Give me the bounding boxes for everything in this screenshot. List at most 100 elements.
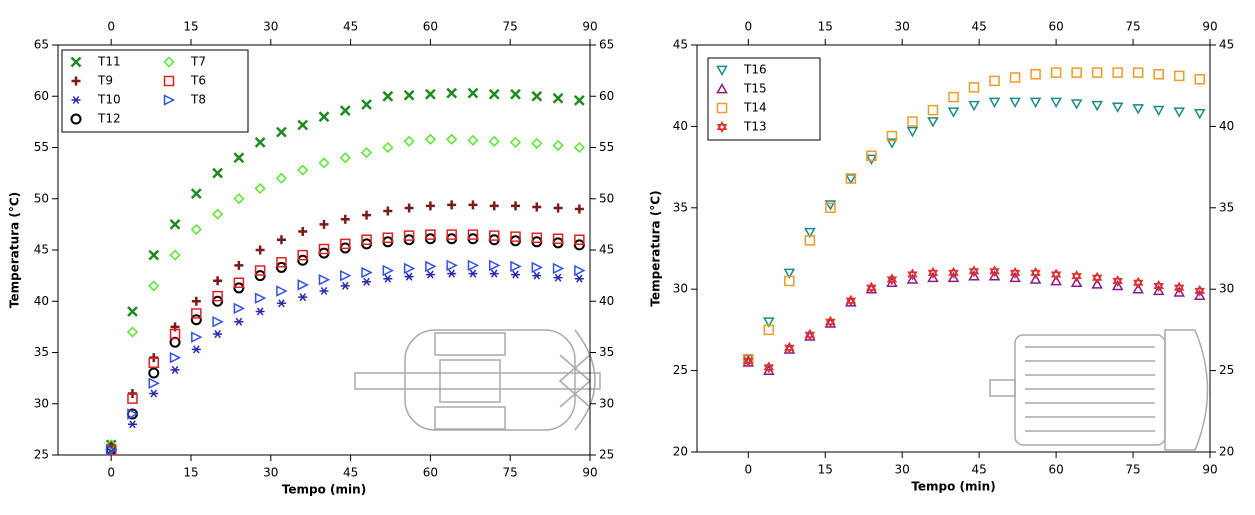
y-tick-label-right: 45 [599,243,614,257]
marker [467,259,480,272]
marker [574,274,584,283]
marker [105,439,117,451]
marker [763,361,775,374]
y-tick-label-right: 35 [599,345,614,359]
marker [190,223,202,236]
legend-marker [716,102,728,114]
y-tick-label-right: 25 [599,448,614,462]
marker [510,260,522,273]
marker [319,286,329,296]
y-tick-label: 30 [673,282,688,296]
marker [447,269,457,278]
marker [1132,283,1144,294]
marker [845,173,857,184]
x-tick-label-top: 0 [107,20,115,34]
x-tick-label: 15 [183,466,198,480]
marker [804,227,816,239]
marker [1153,69,1164,80]
marker [511,270,521,279]
marker [234,317,244,326]
legend-label: T8 [190,93,206,107]
marker [1111,279,1124,291]
x-tick-label-top: 60 [423,20,438,34]
legend-label: T11 [97,55,121,69]
y-tick-label-right: 30 [599,396,614,410]
marker [552,262,565,275]
marker [866,281,877,294]
marker [233,302,246,315]
marker [1029,273,1042,284]
marker [907,268,918,281]
marker [488,135,500,147]
marker [574,204,584,214]
marker [403,262,416,275]
marker [361,99,372,110]
marker [213,329,223,339]
marker [1194,73,1205,85]
marker [318,111,330,123]
marker [763,324,775,336]
marker [254,136,266,148]
marker [927,104,939,116]
marker [1152,284,1165,296]
marker [340,214,350,224]
marker [403,89,415,101]
y-tick-label: 65 [34,38,49,52]
marker [927,266,939,279]
y-tick-label: 55 [34,140,49,154]
marker [127,306,138,317]
y-tick-label-right: 50 [599,191,614,205]
y-tick-label: 20 [673,445,688,459]
marker [824,200,837,211]
marker [574,264,586,277]
y-tick-label: 25 [673,363,688,377]
marker [148,249,160,261]
marker [403,230,415,241]
marker [340,269,352,282]
marker [254,265,266,276]
shaft [354,372,601,390]
y-tick-label: 35 [673,200,688,214]
marker [467,87,479,99]
marker [276,126,287,138]
marker [531,137,543,149]
marker [233,152,245,164]
legend-marker [716,65,728,77]
marker [1173,70,1185,82]
marker [318,157,330,169]
legend-marker [716,82,728,94]
marker [254,182,266,195]
marker [1050,268,1062,281]
x-tick-label-top: 30 [263,20,278,34]
marker [1071,270,1082,283]
marker [804,328,816,341]
marker [149,389,159,398]
y-axis-title: Temperatura (°C) [8,192,22,308]
x-tick-label: 45 [972,463,987,477]
marker [383,206,393,216]
y-tick-label-right: 30 [1219,282,1234,296]
x-tick-label: 0 [107,466,115,480]
cooling-fins [1025,346,1155,432]
marker [532,271,542,280]
marker [191,331,203,343]
x-tick-label-top: 15 [818,20,833,34]
legend-marker [70,56,82,68]
legend-label: T16 [743,63,767,77]
x-tick-label: 60 [423,466,438,480]
marker [276,299,286,308]
marker [468,269,478,278]
x-tick-label-top: 30 [895,20,910,34]
marker [148,280,160,292]
marker [169,328,181,340]
marker [190,314,202,326]
marker [968,265,980,278]
marker [574,234,585,245]
marker [510,88,521,100]
marker [1071,67,1082,78]
marker [297,249,308,261]
marker [404,203,414,213]
marker [488,88,500,100]
marker [743,354,754,367]
marker [968,270,980,281]
